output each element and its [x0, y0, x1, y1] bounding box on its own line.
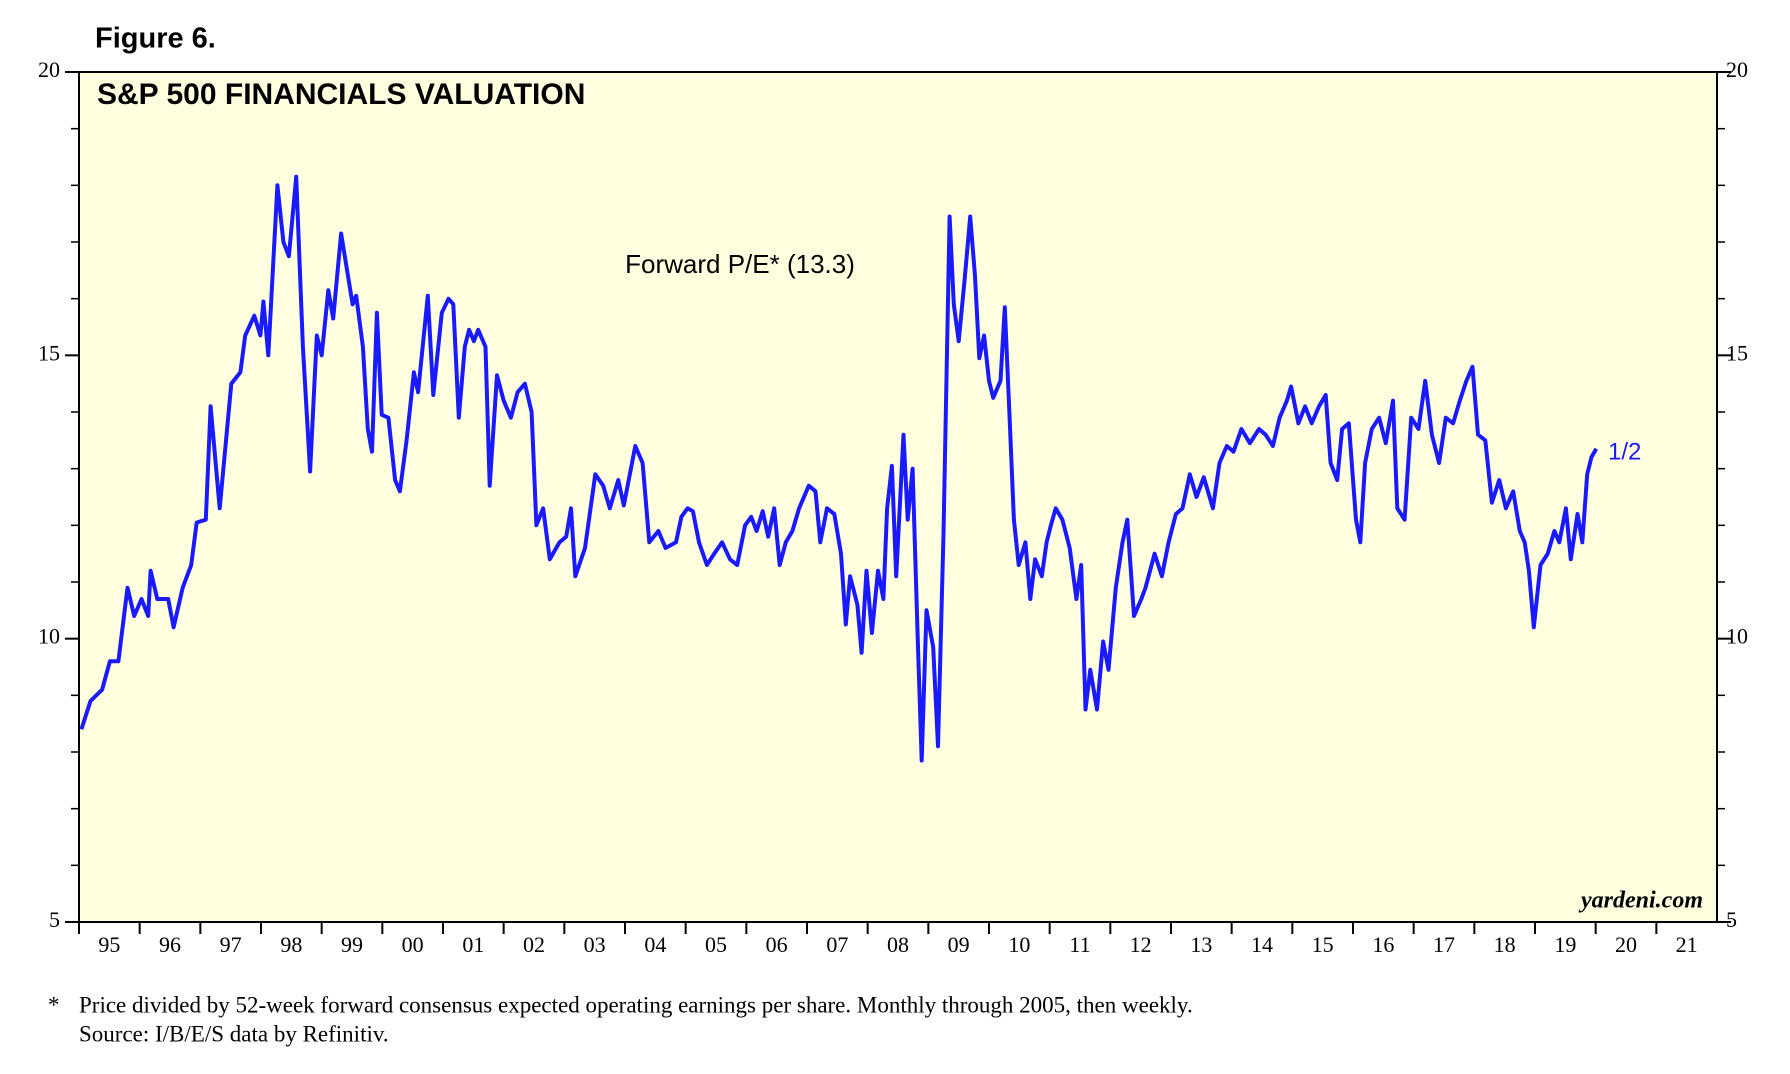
chart-title: S&P 500 FINANCIALS VALUATION — [97, 78, 585, 111]
y-tick-label: 15 — [38, 340, 60, 365]
x-tick-label: 09 — [948, 932, 970, 957]
source: Source: I/B/E/S data by Refinitiv. — [79, 1021, 389, 1046]
x-tick-label: 00 — [402, 932, 424, 957]
x-tick-label: 05 — [705, 932, 727, 957]
annotation: Forward P/E* (13.3) — [625, 249, 855, 279]
y2-tick-label: 15 — [1726, 340, 1748, 365]
x-tick-label: 08 — [887, 932, 909, 957]
watermark: yardeni.com — [1578, 888, 1703, 914]
y2-tick-label: 10 — [1726, 624, 1748, 649]
x-tick-label: 03 — [584, 932, 606, 957]
x-tick-label: 10 — [1008, 932, 1030, 957]
x-tick-label: 04 — [644, 932, 666, 957]
end-label: 1/2 — [1608, 438, 1641, 465]
x-tick-label: 21 — [1676, 932, 1698, 957]
x-tick-label: 18 — [1494, 932, 1516, 957]
y2-tick-label: 20 — [1726, 57, 1748, 82]
x-tick-label: 07 — [826, 932, 848, 957]
x-tick-label: 06 — [766, 932, 788, 957]
y2-tick-label: 5 — [1726, 907, 1737, 932]
x-tick-label: 14 — [1251, 932, 1273, 957]
x-tick-label: 97 — [220, 932, 242, 957]
x-tick-label: 15 — [1312, 932, 1334, 957]
x-tick-label: 95 — [98, 932, 120, 957]
x-tick-label: 17 — [1433, 932, 1455, 957]
x-tick-label: 19 — [1554, 932, 1576, 957]
footnote-marker: * — [48, 992, 60, 1017]
x-tick-label: 99 — [341, 932, 363, 957]
x-tick-label: 13 — [1190, 932, 1212, 957]
x-tick-label: 02 — [523, 932, 545, 957]
footnote: Price divided by 52-week forward consens… — [79, 992, 1193, 1017]
x-tick-label: 16 — [1372, 932, 1394, 957]
y-tick-label: 20 — [38, 57, 60, 82]
figure-label: Figure 6. — [95, 23, 216, 55]
x-tick-label: 12 — [1130, 932, 1152, 957]
line — [79, 174, 1599, 763]
x-tick-label: 98 — [280, 932, 302, 957]
plot-area — [78, 71, 1718, 923]
y-tick-label: 10 — [38, 624, 60, 649]
y-tick-label: 5 — [49, 907, 60, 932]
x-tick-label: 11 — [1069, 932, 1090, 957]
x-tick-label: 20 — [1615, 932, 1637, 957]
x-tick-label: 01 — [462, 932, 484, 957]
x-tick-label: 96 — [159, 932, 181, 957]
